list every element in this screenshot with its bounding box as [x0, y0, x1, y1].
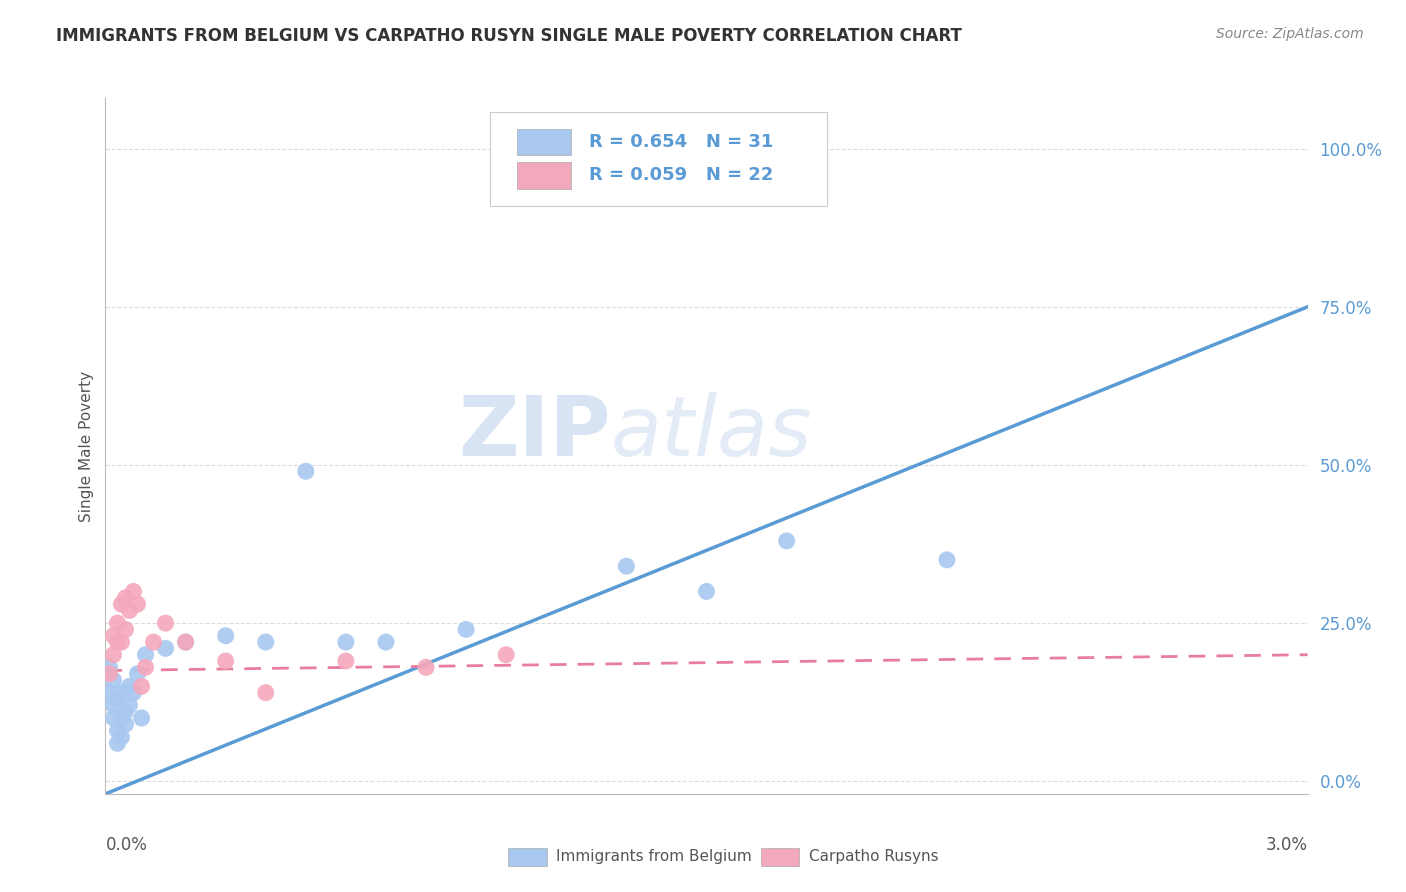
Point: [131, 711, 153, 725]
Point: [103, 648, 125, 662]
Point: [155, 616, 177, 631]
Point: [103, 711, 125, 725]
Point: [127, 597, 149, 611]
Point: [107, 692, 129, 706]
Point: [110, 730, 132, 744]
Point: [696, 584, 718, 599]
Text: atlas: atlas: [610, 392, 813, 473]
Point: [118, 603, 141, 617]
Text: 0.0%: 0.0%: [105, 836, 148, 854]
Point: [107, 635, 129, 649]
Point: [616, 142, 638, 156]
Y-axis label: Single Male Poverty: Single Male Poverty: [79, 370, 94, 522]
Point: [131, 679, 153, 693]
FancyBboxPatch shape: [761, 848, 799, 865]
Point: [98, 660, 121, 674]
Point: [103, 698, 125, 713]
FancyBboxPatch shape: [491, 112, 827, 206]
Point: [936, 553, 959, 567]
Point: [335, 635, 357, 649]
Point: [110, 686, 132, 700]
Text: IMMIGRANTS FROM BELGIUM VS CARPATHO RUSYN SINGLE MALE POVERTY CORRELATION CHART: IMMIGRANTS FROM BELGIUM VS CARPATHO RUSY…: [56, 27, 962, 45]
Point: [776, 142, 799, 156]
Text: ZIP: ZIP: [458, 392, 610, 473]
Text: 3.0%: 3.0%: [1265, 836, 1308, 854]
Point: [98, 666, 121, 681]
Point: [295, 464, 318, 478]
Point: [174, 635, 197, 649]
Point: [335, 654, 357, 668]
Point: [122, 584, 145, 599]
Point: [114, 717, 136, 731]
Point: [495, 648, 517, 662]
Point: [110, 711, 132, 725]
Point: [114, 705, 136, 719]
Point: [254, 635, 277, 649]
Point: [107, 736, 129, 750]
Point: [454, 623, 477, 637]
Point: [142, 635, 165, 649]
Point: [98, 686, 121, 700]
Point: [214, 654, 236, 668]
Point: [114, 623, 136, 637]
Point: [118, 698, 141, 713]
Point: [174, 635, 197, 649]
Point: [107, 616, 129, 631]
Text: Immigrants from Belgium: Immigrants from Belgium: [557, 849, 752, 864]
Text: Source: ZipAtlas.com: Source: ZipAtlas.com: [1216, 27, 1364, 41]
FancyBboxPatch shape: [516, 128, 571, 155]
Point: [135, 648, 157, 662]
Point: [374, 635, 398, 649]
Point: [103, 629, 125, 643]
Point: [415, 660, 437, 674]
Point: [155, 641, 177, 656]
Point: [103, 673, 125, 687]
FancyBboxPatch shape: [516, 162, 571, 188]
Point: [214, 629, 236, 643]
Point: [254, 686, 277, 700]
Point: [135, 660, 157, 674]
Point: [110, 597, 132, 611]
Text: R = 0.654   N = 31: R = 0.654 N = 31: [589, 133, 773, 151]
Point: [110, 635, 132, 649]
Point: [776, 533, 799, 548]
Point: [127, 666, 149, 681]
Point: [114, 591, 136, 605]
Text: Carpatho Rusyns: Carpatho Rusyns: [808, 849, 938, 864]
Point: [616, 559, 638, 574]
Point: [118, 679, 141, 693]
FancyBboxPatch shape: [508, 848, 547, 865]
Point: [122, 686, 145, 700]
Text: R = 0.059   N = 22: R = 0.059 N = 22: [589, 166, 773, 185]
Point: [107, 723, 129, 738]
